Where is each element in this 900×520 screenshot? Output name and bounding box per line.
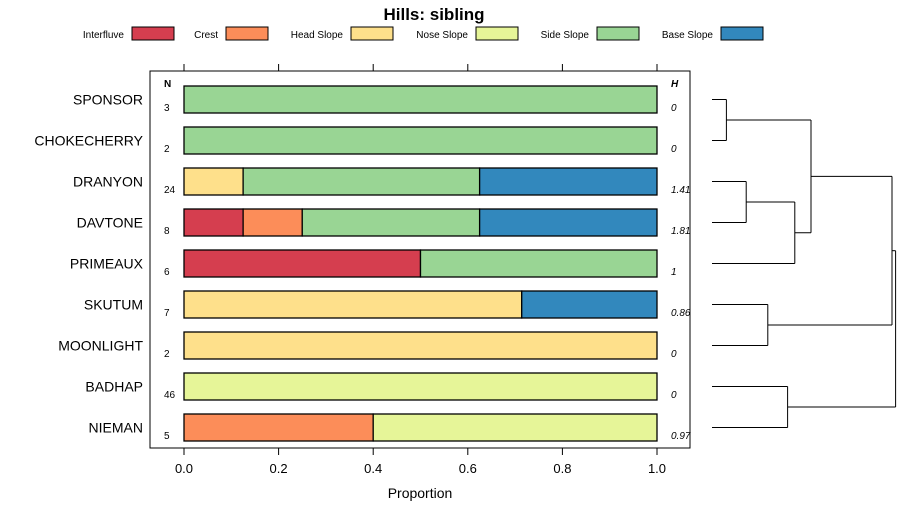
bar-primeaux-side-slope [419, 249, 658, 278]
h-value-badhap: 0 [671, 390, 677, 401]
dendrogram [712, 99, 897, 428]
bar-skutum-base-slope [521, 290, 658, 319]
row-labels: SPONSOR 3 0 CHOKECHERRY 2 0 DRANYON 24 1.41 DAVTO… [34, 92, 691, 443]
h-value-primeaux: 1 [671, 267, 677, 278]
x-tick-label-2: 0.4 [364, 461, 382, 476]
category-label-dranyon: DRANYON [73, 174, 143, 190]
bar-davtone-base-slope [478, 208, 658, 237]
bar-dranyon-head-slope [183, 167, 244, 196]
legend-swatch-base-slope [720, 26, 764, 41]
bar-sponsor-side-slope [183, 85, 658, 114]
x-tick-label-3: 0.6 [459, 461, 477, 476]
h-value-davtone: 1.81 [671, 226, 690, 237]
category-label-sponsor: SPONSOR [73, 92, 143, 108]
bar-dranyon-side-slope [242, 167, 481, 196]
n-value-davtone: 8 [164, 226, 170, 237]
axes: 0.0 0.2 0.4 0.6 0.8 1.0 [175, 64, 666, 476]
legend-label-head-slope: Head Slope [291, 30, 344, 41]
bars [183, 85, 658, 442]
bar-skutum-head-slope [183, 290, 523, 319]
n-value-badhap: 46 [164, 390, 176, 401]
x-tick-label-1: 0.2 [270, 461, 288, 476]
legend-label-interfluve: Interfluve [83, 30, 125, 41]
category-label-nieman: NIEMAN [89, 420, 143, 436]
h-value-nieman: 0.97 [671, 431, 691, 442]
legend-swatch-crest [225, 26, 269, 41]
h-value-sponsor: 0 [671, 103, 677, 114]
x-tick-label-4: 0.8 [553, 461, 571, 476]
h-value-skutum: 0.86 [671, 308, 691, 319]
n-value-nieman: 5 [164, 431, 170, 442]
bar-nieman-nose-slope [372, 413, 658, 442]
n-column-header: N [164, 79, 171, 90]
legend-swatch-head-slope [350, 26, 394, 41]
bar-davtone-crest [242, 208, 303, 237]
legend-label-crest: Crest [194, 30, 218, 41]
plot-frame [149, 70, 691, 449]
x-axis-label: Proportion [388, 485, 453, 501]
legend: Interfluve Crest Head Slope Nose Slope Side … [83, 26, 764, 41]
category-label-chokecherry: CHOKECHERRY [34, 133, 143, 149]
n-value-dranyon: 24 [164, 185, 176, 196]
bar-primeaux-interfluve [183, 249, 422, 278]
legend-label-nose-slope: Nose Slope [416, 30, 468, 41]
bar-moonlight-head-slope [183, 331, 658, 360]
category-label-davtone: DAVTONE [77, 215, 143, 231]
bar-davtone-interfluve [183, 208, 244, 237]
bar-davtone-side-slope [301, 208, 481, 237]
bar-nieman-crest [183, 413, 374, 442]
legend-swatch-side-slope [596, 26, 640, 41]
bar-chokecherry-side-slope [183, 126, 658, 155]
chart-title: Hills: sibling [383, 5, 484, 24]
legend-swatch-interfluve [131, 26, 175, 41]
x-tick-label-0: 0.0 [175, 461, 193, 476]
n-value-chokecherry: 2 [164, 144, 170, 155]
h-value-moonlight: 0 [671, 349, 677, 360]
bar-badhap-nose-slope [183, 372, 658, 401]
category-label-primeaux: PRIMEAUX [70, 256, 144, 272]
h-value-dranyon: 1.41 [671, 185, 690, 196]
h-column-header: H [671, 79, 679, 90]
h-value-chokecherry: 0 [671, 144, 677, 155]
x-tick-label-5: 1.0 [648, 461, 666, 476]
bar-dranyon-base-slope [478, 167, 658, 196]
n-value-sponsor: 3 [164, 103, 170, 114]
legend-label-side-slope: Side Slope [541, 30, 590, 41]
category-label-moonlight: MOONLIGHT [58, 338, 143, 354]
category-label-badhap: BADHAP [85, 379, 143, 395]
n-value-primeaux: 6 [164, 267, 170, 278]
legend-swatch-nose-slope [475, 26, 519, 41]
n-value-skutum: 7 [164, 308, 170, 319]
category-label-skutum: SKUTUM [84, 297, 143, 313]
legend-label-base-slope: Base Slope [662, 30, 714, 41]
n-value-moonlight: 2 [164, 349, 170, 360]
